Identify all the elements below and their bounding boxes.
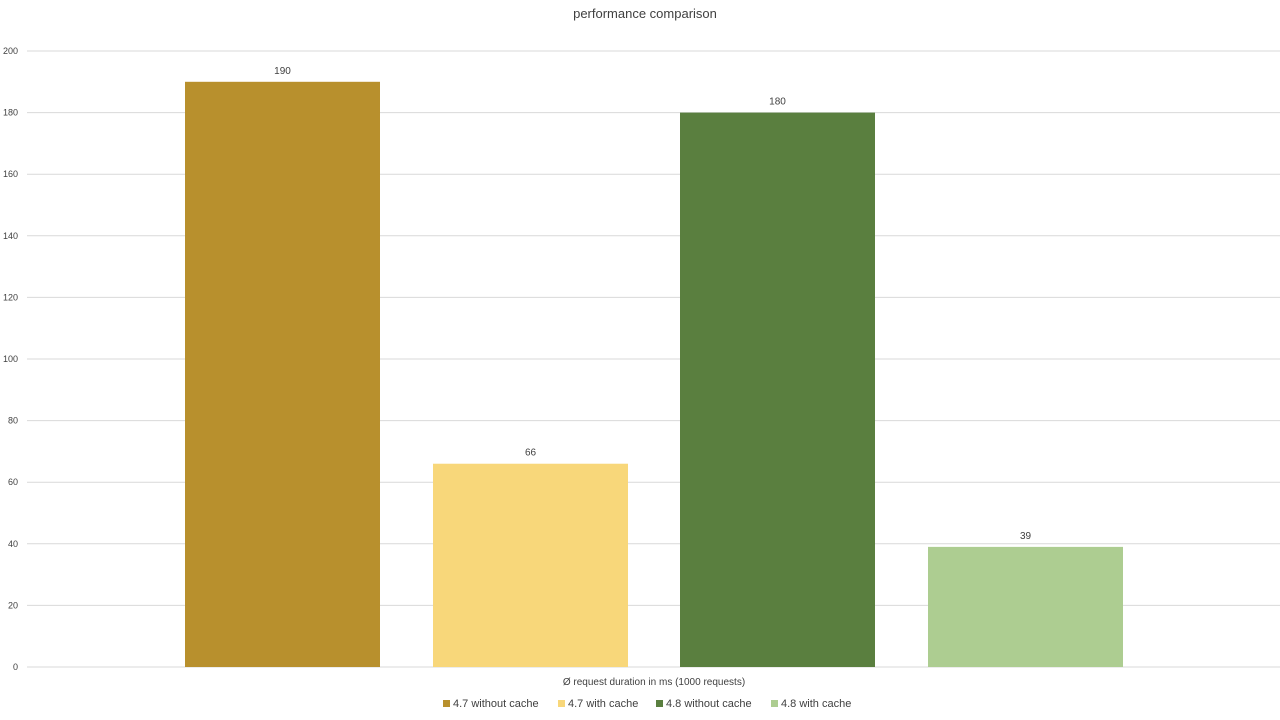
y-tick-label: 160 [3,169,18,179]
chart-title: performance comparison [573,6,717,21]
legend-item: 4.8 with cache [771,698,851,710]
bars [185,81,1123,668]
y-tick-label: 140 [3,231,18,241]
data-label: 190 [274,66,291,77]
legend-swatch [443,700,450,707]
y-tick-label: 60 [8,477,18,487]
legend-swatch [771,700,778,707]
y-tick-label: 200 [3,46,18,56]
legend-swatch [558,700,565,707]
data-label: 39 [1020,531,1032,542]
bar-4-7-without-cache [185,81,380,668]
y-tick-label: 80 [8,416,18,426]
y-tick-label: 20 [8,600,18,610]
bar-4-8-without-cache [680,112,875,668]
x-axis-title: Ø request duration in ms (1000 requests) [563,677,745,688]
data-label: 180 [769,97,786,108]
data-labels: 190 66 180 39 [274,66,1031,542]
legend-item: 4.7 without cache [443,698,539,710]
legend-item: 4.7 with cache [558,698,638,710]
bar-4-8-with-cache [928,546,1123,667]
legend-label: 4.8 with cache [781,698,851,710]
y-tick-label: 180 [3,108,18,118]
legend: 4.7 without cache 4.7 with cache 4.8 witho… [443,698,851,710]
y-tick-label: 100 [3,354,18,364]
y-tick-label: 0 [13,662,18,672]
data-label: 66 [525,448,537,459]
legend-label: 4.7 with cache [568,698,638,710]
legend-swatch [656,700,663,707]
legend-label: 4.7 without cache [453,698,539,710]
bar-4-7-with-cache [433,463,628,667]
legend-item: 4.8 without cache [656,698,752,710]
legend-label: 4.8 without cache [666,698,752,710]
y-tick-label: 40 [8,539,18,549]
y-axis-ticks: 0 20 40 60 80 100 120 140 160 180 200 [3,46,18,672]
y-tick-label: 120 [3,292,18,302]
